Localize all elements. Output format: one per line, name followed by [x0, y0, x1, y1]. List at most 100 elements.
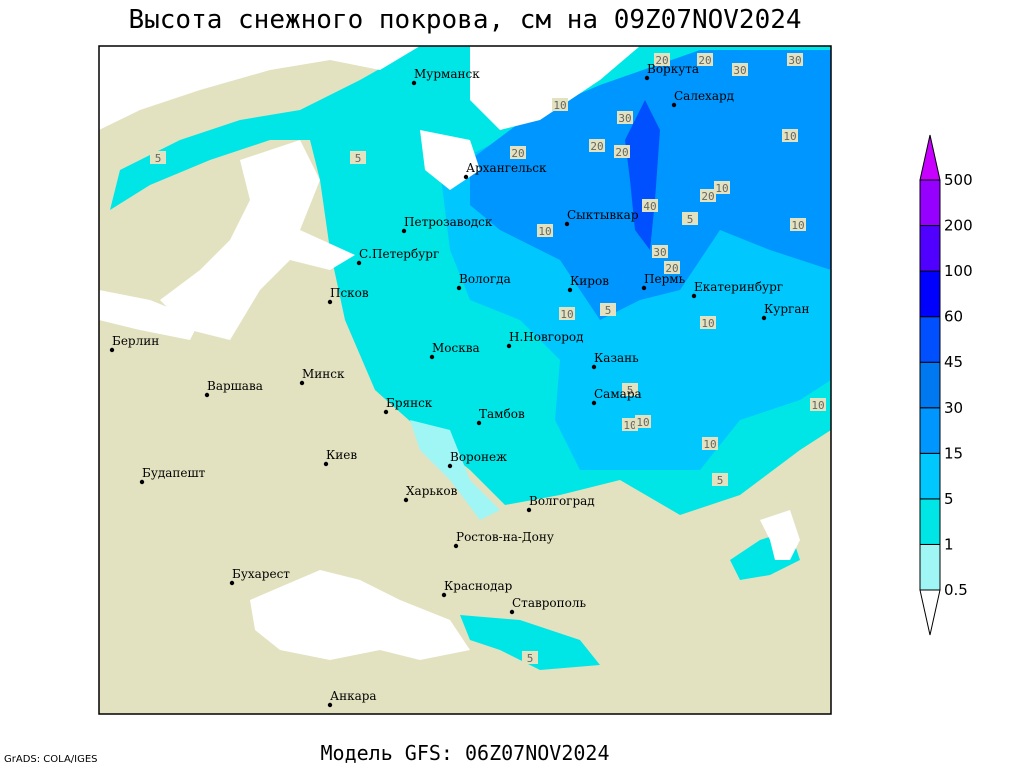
colorbar-label: 5 [944, 490, 954, 508]
contour-label-bg [654, 53, 670, 66]
city-label: Воронеж [450, 450, 507, 464]
city-label: Москва [432, 341, 480, 355]
city-dot [204, 392, 210, 398]
colorbar-label: 45 [944, 353, 963, 371]
city-dot [109, 347, 115, 353]
title: Высота снежного покрова, см на 09Z07NOV2… [128, 5, 801, 35]
contour-label-bg [700, 316, 716, 329]
contour-label: 10 [783, 130, 796, 143]
colorbar-label: 500 [944, 171, 973, 189]
colorbar-box [919, 407, 941, 454]
city-label: Варшава [207, 379, 263, 393]
colorbar-box [919, 452, 941, 500]
contour-label: 20 [590, 140, 603, 153]
city-label: Екатеринбург [694, 280, 783, 294]
city-dot [403, 497, 409, 503]
city-dot [139, 479, 145, 485]
city-dot [401, 228, 407, 234]
colorbar-label: 200 [944, 217, 973, 235]
contour-label: 5 [605, 304, 612, 317]
city-label: Тамбов [479, 407, 525, 421]
city-dot [509, 609, 515, 615]
city-label: Воркута [647, 62, 699, 76]
contour-label: 10 [623, 419, 636, 432]
city-label: Архангельск [466, 161, 547, 175]
city-dot [323, 461, 329, 467]
colorbar-box [919, 361, 941, 409]
contour-label-bg [810, 398, 826, 411]
contour-label-bg [642, 199, 658, 212]
city-dot [506, 343, 512, 349]
city-dot [429, 354, 435, 360]
footer: Модель GFS: 06Z07NOV2024 [321, 741, 610, 765]
contour-label: 5 [355, 152, 362, 165]
city-label: Вологда [459, 272, 511, 286]
contour-label-bg [682, 212, 698, 225]
contour-label: 10 [701, 317, 714, 330]
city-dot [641, 285, 647, 291]
contour-label: 10 [553, 99, 566, 112]
contour-label: 20 [698, 54, 711, 67]
contour-label: 20 [615, 146, 628, 159]
colorbar-label: 100 [944, 262, 973, 280]
city-label: С.Петербург [359, 247, 439, 261]
city-label: Краснодар [444, 579, 513, 593]
contour-label: 30 [733, 64, 746, 77]
city-label: Салехард [674, 89, 734, 103]
city-label: Киров [570, 274, 609, 288]
city-dot [591, 364, 597, 370]
contour-label: 10 [560, 308, 573, 321]
city-dot [299, 380, 305, 386]
city-dot [671, 102, 677, 108]
contour-label-bg [600, 303, 616, 316]
contour-label-bg [702, 437, 718, 450]
city-label: Псков [330, 286, 369, 300]
contour-label-bg [552, 98, 568, 111]
city-label: Будапешт [142, 466, 206, 480]
contour-label-bg [700, 189, 716, 202]
contour-label-bg [782, 129, 798, 142]
city-dot [761, 315, 767, 321]
city-dot [476, 420, 482, 426]
map-frame [98, 45, 832, 715]
contour-label: 10 [715, 182, 728, 195]
contour-label: 10 [636, 416, 649, 429]
contour-label: 20 [511, 147, 524, 160]
city-label: Волгоград [529, 494, 595, 508]
contour-label: 30 [618, 112, 631, 125]
snow-area [625, 100, 660, 250]
city-label: Казань [594, 351, 639, 365]
colorbar-box [919, 316, 941, 363]
colorbar-box [919, 179, 941, 227]
colorbar-box [919, 543, 941, 591]
city-dot [526, 507, 532, 513]
colorbar-cap [919, 589, 941, 636]
contour-label-bg [150, 151, 166, 164]
city-dot [441, 592, 447, 598]
city-dot [447, 463, 453, 469]
contour-label-bg [714, 181, 730, 194]
contour-label: 30 [653, 246, 666, 259]
city-dot [327, 299, 333, 305]
city-label: Мурманск [414, 67, 480, 81]
city-label: Харьков [406, 484, 458, 498]
snow-area [460, 615, 600, 670]
contour-label-bg [732, 63, 748, 76]
city-dot [229, 580, 235, 586]
contour-label: 20 [655, 54, 668, 67]
contour-label: 20 [665, 262, 678, 275]
city-dot [453, 543, 459, 549]
city-label: Бухарест [232, 567, 290, 581]
colorbar-label: 60 [944, 308, 963, 326]
contour-label: 10 [791, 219, 804, 232]
contour-label-bg [559, 307, 575, 320]
city-label: Брянск [386, 396, 433, 410]
contour-label-bg [787, 53, 803, 66]
contour-label: 10 [538, 225, 551, 238]
city-label: Сыктывкар [567, 208, 639, 222]
contour-label: 30 [788, 54, 801, 67]
city-dot [411, 80, 417, 86]
contour-label: 5 [155, 152, 162, 165]
